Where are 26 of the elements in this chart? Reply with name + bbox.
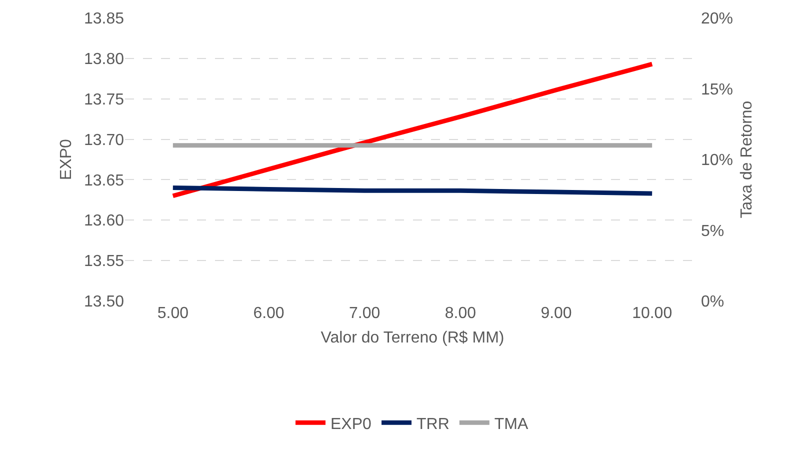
y2-tick-label: 10%	[701, 152, 734, 170]
y2-axis-title: Taxa de Retorno	[738, 100, 756, 218]
legend-label: TMA	[494, 416, 529, 433]
y-axis-title: EXP0	[58, 138, 75, 180]
y-tick-label: 13.80	[84, 51, 124, 68]
y-tick-label: 13.85	[84, 10, 124, 28]
x-tick-label: 7.00	[349, 305, 380, 322]
y-tick-label: 13.55	[84, 253, 124, 270]
y2-tick-label: 5%	[701, 222, 724, 240]
y2-tick-label: 0%	[701, 294, 724, 311]
x-tick-label: 6.00	[253, 305, 284, 322]
x-tick-label: 5.00	[157, 305, 189, 322]
x-axis-title: Valor do Terreno (R$ MM)	[320, 330, 504, 347]
y2-tick-label: 20%	[701, 10, 734, 28]
y-tick-label: 13.65	[84, 172, 124, 190]
y-tick-label: 13.75	[84, 91, 124, 108]
line-series	[170, 62, 654, 198]
y-tick-label: 13.70	[84, 132, 124, 149]
x-tick-label: 8.00	[444, 305, 476, 322]
x-tick-label: 10.00	[632, 305, 672, 322]
legend-label: TRR	[416, 416, 450, 433]
y-tick-label: 13.60	[84, 212, 124, 230]
y2-tick-label: 15%	[701, 81, 734, 98]
x-tick-label: 9.00	[540, 305, 572, 322]
y-tick-label: 13.50	[84, 294, 124, 311]
legend-label: EXP0	[330, 416, 372, 433]
